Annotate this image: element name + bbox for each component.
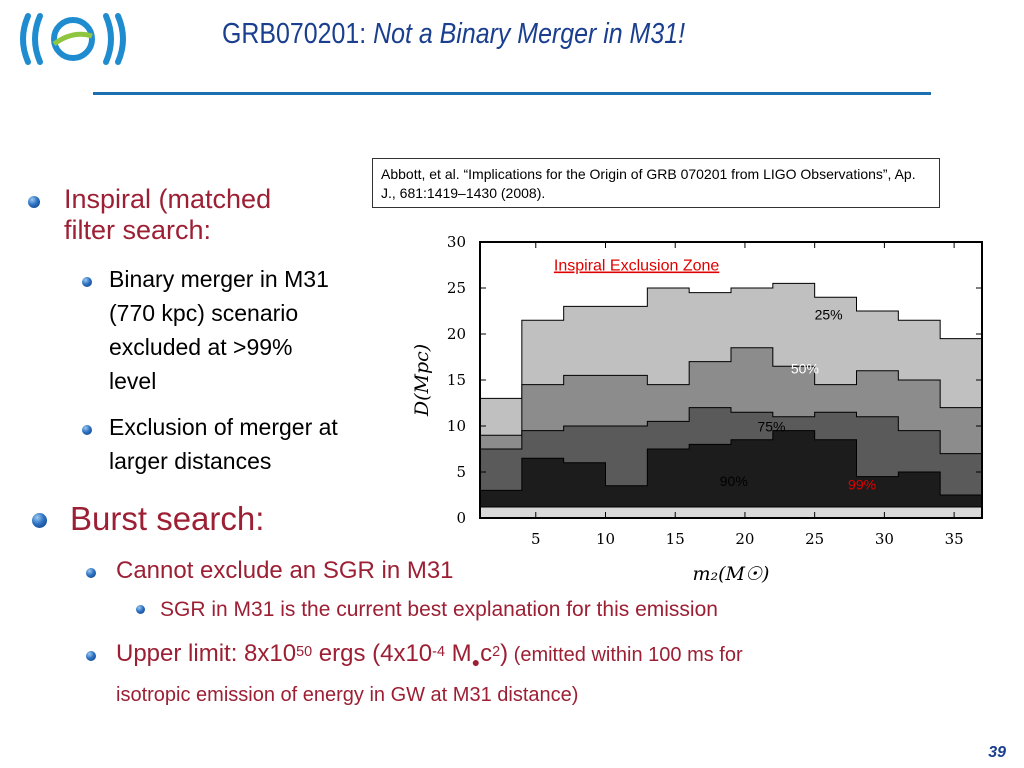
y-tick-label: 10 [447,417,466,435]
inspiral-sub2: Exclusion of merger at larger distances [109,410,338,478]
band-label-25pct: 25% [815,306,843,322]
page-number: 39 [988,744,1006,761]
bullet-icon [136,605,145,614]
band-label-99pct: 99% [848,476,876,492]
bullet-icon [86,568,96,578]
y-tick-label: 15 [447,371,466,389]
burst-heading: Burst search: [70,500,265,537]
y-axis-label: D(Mpc) [411,344,433,417]
inspiral-sub1-line2: (770 kpc) scenario [109,300,299,326]
upper-limit-close: ) [500,640,509,667]
upper-limit-exp3: 2 [492,644,501,660]
bullet-icon [82,277,92,287]
inspiral-sub1-line1: Binary merger in M31 [109,266,329,292]
upper-limit-c: c [480,640,493,667]
burst-sub1-sub: SGR in M31 is the current best explanati… [160,598,718,621]
inspiral-sub1-line4: level [109,368,157,394]
y-tick-label: 5 [456,463,466,481]
upper-limit-mid: ergs (4x10 [312,640,433,667]
title-divider [93,92,931,95]
inspiral-heading-line1: Inspiral (matched [64,184,272,214]
upper-limit-note-b: isotropic emission of energy in GW at M3… [116,683,579,706]
slide-title: GRB070201: Not a Binary Merger in M31! [222,18,685,51]
x-tick-label: 5 [531,530,541,548]
upper-limit-exp2: -4 [432,644,445,660]
title-italic: Not a Binary Merger in M31! [373,18,686,50]
band-label-75pct: 75% [757,419,785,435]
y-tick-label: 25 [447,279,466,297]
upper-limit-exp1: 50 [296,644,313,660]
chart-title: Inspiral Exclusion Zone [554,258,720,275]
y-tick-label: 30 [447,233,466,251]
upper-limit-prefix: Upper limit: 8x10 [116,640,297,667]
inspiral-heading: Inspiral (matched filter search: [64,184,271,246]
inspiral-heading-line2: filter search: [64,215,212,245]
bullet-icon [28,196,40,208]
x-tick-label: 35 [945,530,964,548]
x-tick-label: 15 [666,530,685,548]
band-label-90pct: 90% [720,473,748,489]
inspiral-sub1-line3: excluded at >99% [109,334,293,360]
inspiral-sub1: Binary merger in M31 (770 kpc) scenario … [109,262,329,398]
bullet-icon [32,513,47,528]
inspiral-exclusion-chart: 0 5 10 15 20 25 30 5 10 15 20 25 30 35 D(Mpc) m₂(M☉) Ins… [411,233,983,585]
reference-box: Abbott, et al. “Implications for the Ori… [372,158,940,208]
upper-limit-note-a: (emitted within 100 ms for [508,644,743,666]
x-axis-label: m₂(M☉) [693,563,770,585]
y-tick-label: 20 [447,325,466,343]
x-tick-label: 10 [596,530,615,548]
inspiral-sub2-line1: Exclusion of merger at [109,414,338,440]
sun-dot-icon: ● [471,653,481,670]
inspiral-sub2-line2: larger distances [109,448,272,474]
y-tick-label: 0 [456,509,466,527]
bullet-icon [86,651,96,661]
x-tick-label: 30 [875,530,894,548]
band-99-strip [480,506,982,518]
x-tick-label: 25 [805,530,824,548]
upper-limit: Upper limit: 8x1050 ergs (4x10-4 M●c2) (… [116,638,926,711]
band-label-50pct: 50% [791,361,819,377]
virgo-logo [20,13,126,65]
bullet-icon [82,425,92,435]
burst-sub1: Cannot exclude an SGR in M31 [116,557,454,584]
series-90pct-area [479,430,983,508]
title-plain: GRB070201: [222,18,374,50]
upper-limit-msun: M [444,640,472,667]
x-tick-label: 20 [735,530,754,548]
